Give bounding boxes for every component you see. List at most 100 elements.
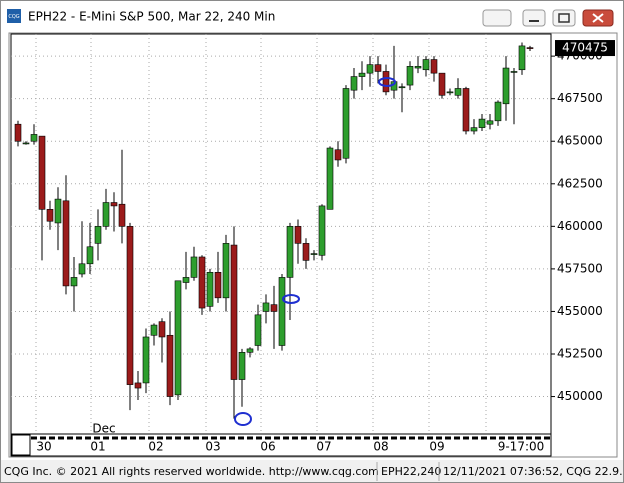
candle-body <box>86 246 94 265</box>
candle-body <box>14 123 22 142</box>
candle-body <box>206 271 214 307</box>
candle-body <box>38 135 46 210</box>
y-tick-label: 452500 <box>557 347 603 361</box>
candle-body <box>254 314 262 346</box>
candle-body <box>230 244 238 380</box>
candle-body <box>302 243 310 261</box>
candle-body <box>54 198 62 224</box>
candle-body <box>422 59 430 71</box>
candle-body <box>214 271 222 299</box>
title-bar <box>1 1 623 31</box>
plot-area <box>10 33 552 435</box>
candle-body <box>358 72 366 77</box>
minimize-button[interactable] <box>522 9 546 27</box>
candle-body <box>30 134 38 142</box>
last-price-box <box>555 40 615 57</box>
candle-body <box>150 324 158 336</box>
x-tick-label: 09 <box>429 440 444 454</box>
candle-body <box>350 76 358 91</box>
candle-body <box>238 351 246 380</box>
status-symbol: EPH22,240 <box>381 465 441 478</box>
annotation-circle <box>378 77 396 87</box>
close-glyph <box>592 13 604 23</box>
x-tick-label: 02 <box>148 440 163 454</box>
candle-body <box>286 226 294 278</box>
candle-body <box>294 226 302 244</box>
y-tick-label: 450000 <box>557 389 603 403</box>
candle-body <box>446 91 454 94</box>
candle-body <box>278 277 286 346</box>
candle-body <box>494 101 502 122</box>
window-title: EPH22 - E-Mini S&P 500, Mar 22, 240 Min <box>28 10 275 24</box>
candle-body <box>342 88 350 159</box>
candle-body <box>118 203 126 227</box>
y-tick-label: 467500 <box>557 91 603 105</box>
status-copyright: CQG Inc. © 2021 All rights reserved worl… <box>4 465 379 478</box>
candle-body <box>126 226 134 385</box>
candle-body <box>326 147 334 210</box>
y-tick-label: 462500 <box>557 176 603 190</box>
candle-body <box>526 47 534 49</box>
scroll-box[interactable] <box>11 434 31 456</box>
candle-body <box>470 127 478 132</box>
last-price-label: 470475 <box>562 41 608 55</box>
candle-body <box>94 226 102 244</box>
candle-body <box>270 304 278 312</box>
candle-body <box>166 334 174 397</box>
x-tick-label: 03 <box>205 440 220 454</box>
x-tick-label: 30 <box>36 440 51 454</box>
candle-body <box>502 67 510 105</box>
candle-body <box>174 280 182 396</box>
link-button[interactable] <box>482 9 512 27</box>
x-tick-label: 06 <box>260 440 275 454</box>
candle-body <box>478 118 486 128</box>
candle-body <box>334 149 342 161</box>
candle-body <box>430 59 438 74</box>
candle-body <box>310 253 318 255</box>
month-label: Dec <box>92 422 115 436</box>
candle-body <box>62 200 70 287</box>
candle-body <box>182 277 190 283</box>
candle-body <box>246 348 254 353</box>
candle-body <box>142 336 150 384</box>
candle-body <box>398 86 406 89</box>
candle-body <box>110 202 118 207</box>
app-icon <box>7 9 21 23</box>
candle-body <box>198 256 206 309</box>
status-bar <box>1 460 623 482</box>
y-tick-label: 465000 <box>557 134 603 148</box>
y-tick-label: 460000 <box>557 219 603 233</box>
candle-body <box>486 120 494 125</box>
status-timestamp: 12/11/2021 07:36:52, CQG 22.9.8025 <box>443 465 623 478</box>
x-tick-label: 01 <box>90 440 105 454</box>
candle-body <box>414 66 422 69</box>
maximize-button[interactable] <box>552 9 576 27</box>
annotation-circle <box>234 412 252 426</box>
candle-body <box>406 66 414 86</box>
candle-body <box>158 321 166 338</box>
candle-body <box>134 382 142 389</box>
candle-body <box>46 209 54 222</box>
annotation-circle <box>282 294 300 304</box>
candle-body <box>462 88 470 132</box>
y-tick-label: 457500 <box>557 261 603 275</box>
candle-body <box>78 263 86 275</box>
candle-body <box>190 256 198 278</box>
maximize-glyph <box>558 13 570 23</box>
app-icon-text: CQG <box>8 14 19 20</box>
candle-body <box>518 45 526 71</box>
candle-body <box>102 202 110 227</box>
candle-body <box>510 71 518 73</box>
y-tick-label: 455000 <box>557 304 603 318</box>
x-tick-label: 08 <box>373 440 388 454</box>
x-tick-label: 9-17:00 <box>498 440 545 454</box>
x-axis-strip <box>10 433 552 457</box>
candle-body <box>262 302 270 312</box>
candle-body <box>318 205 326 256</box>
candle-body <box>374 64 382 72</box>
candle-body <box>382 71 390 93</box>
x-tick-label: 07 <box>316 440 331 454</box>
day-grid <box>35 34 487 434</box>
